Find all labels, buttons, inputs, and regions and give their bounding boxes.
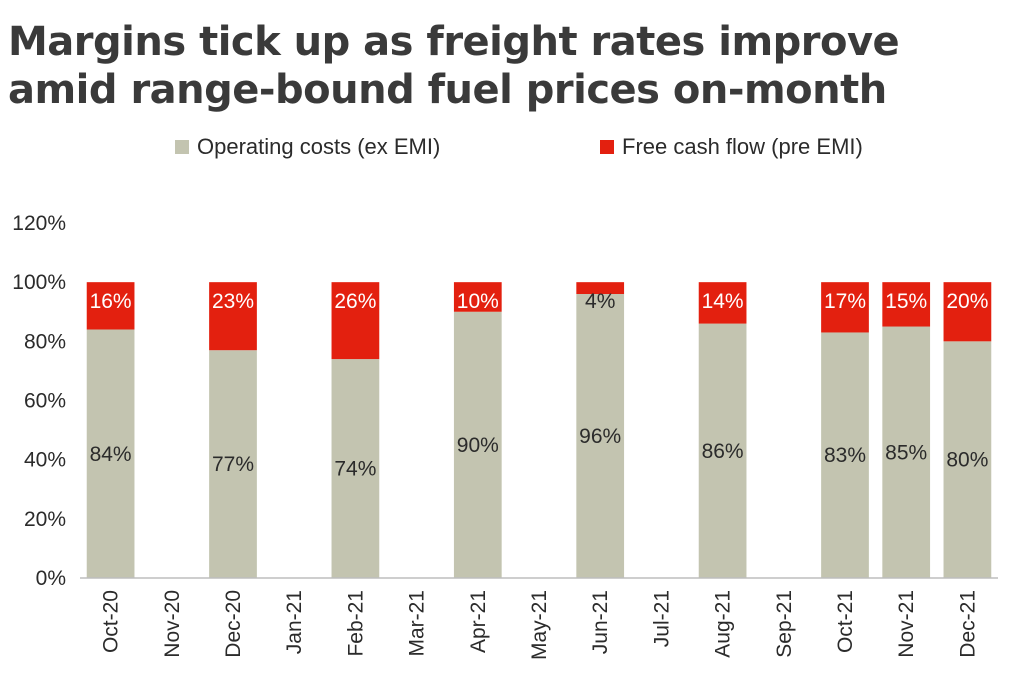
y-tick-label: 80% (24, 330, 66, 353)
x-tick-label: Jan-21 (283, 590, 306, 654)
bar-free-cash-flow (698, 282, 747, 324)
y-tick-label: 0% (36, 567, 66, 590)
data-label-operating-costs: 90% (457, 434, 499, 457)
bar-free-cash-flow (821, 282, 869, 333)
legend-label-operating-costs: Operating costs (ex EMI) (197, 134, 441, 159)
y-tick-label: 20% (24, 508, 66, 531)
data-label-operating-costs: 96% (579, 425, 621, 448)
x-tick-label: Apr-21 (467, 590, 490, 653)
x-tick-label: Mar-21 (406, 590, 429, 657)
data-label-free-cash-flow: 14% (702, 290, 744, 313)
data-label-free-cash-flow: 20% (946, 290, 988, 313)
x-tick-label: Aug-21 (712, 590, 735, 658)
bar-operating-costs (882, 326, 931, 578)
y-tick-label: 100% (12, 271, 66, 294)
legend-item-operating-costs: Operating costs (ex EMI) (175, 134, 440, 160)
data-label-operating-costs: 85% (885, 441, 927, 464)
bar-operating-costs (943, 341, 992, 578)
x-tick-label: Dec-20 (222, 590, 245, 658)
x-tick-label: May-21 (528, 590, 551, 660)
data-label-free-cash-flow: 17% (824, 290, 866, 313)
bar-operating-costs (453, 311, 502, 578)
x-tick-label: Oct-20 (100, 590, 123, 653)
data-label-free-cash-flow: 10% (457, 290, 499, 313)
data-label-free-cash-flow: 15% (885, 290, 927, 313)
bar-operating-costs (209, 350, 257, 578)
data-label-operating-costs: 83% (824, 444, 866, 467)
x-tick-label: Nov-21 (895, 590, 918, 658)
bar-operating-costs (86, 329, 135, 578)
data-label-operating-costs: 77% (212, 453, 254, 476)
data-label-operating-costs: 74% (334, 458, 376, 481)
bar-free-cash-flow (86, 282, 135, 330)
x-tick-label: Nov-20 (161, 590, 184, 658)
x-tick-label: Jul-21 (650, 590, 673, 647)
data-label-free-cash-flow: 16% (90, 290, 132, 313)
data-label-operating-costs: 86% (702, 440, 744, 463)
bar-free-cash-flow (943, 282, 992, 342)
x-tick-label: Jun-21 (589, 590, 612, 654)
data-label-operating-costs: 80% (946, 449, 988, 472)
x-tick-label: Feb-21 (344, 590, 367, 657)
bar-operating-costs (331, 359, 380, 578)
bar-free-cash-flow (882, 282, 931, 327)
chart-title: Margins tick up as freight rates improve… (8, 19, 900, 113)
legend-swatch-free-cash-flow (600, 140, 614, 154)
x-tick-label: Sep-21 (773, 590, 796, 658)
bar-free-cash-flow (209, 282, 257, 351)
data-label-free-cash-flow: 23% (212, 290, 254, 313)
legend-label-free-cash-flow: Free cash flow (pre EMI) (622, 134, 863, 159)
y-tick-label: 60% (24, 390, 66, 413)
x-tick-label: Oct-21 (834, 590, 857, 653)
data-label-free-cash-flow: 4% (585, 290, 615, 313)
data-label-free-cash-flow: 26% (334, 290, 376, 313)
bar-free-cash-flow (576, 282, 625, 294)
legend-swatch-operating-costs (175, 140, 189, 154)
bar-free-cash-flow (331, 282, 380, 360)
bar-operating-costs (821, 332, 869, 578)
bar-free-cash-flow (453, 282, 502, 312)
y-tick-label: 40% (24, 449, 66, 472)
legend-item-free-cash-flow: Free cash flow (pre EMI) (600, 134, 863, 160)
y-tick-label: 120% (12, 212, 66, 235)
legend: Operating costs (ex EMI) Free cash flow … (0, 134, 1024, 164)
bar-operating-costs (698, 323, 747, 578)
data-label-operating-costs: 84% (90, 443, 132, 466)
x-tick-label: Dec-21 (956, 590, 979, 658)
bar-operating-costs (576, 294, 625, 578)
